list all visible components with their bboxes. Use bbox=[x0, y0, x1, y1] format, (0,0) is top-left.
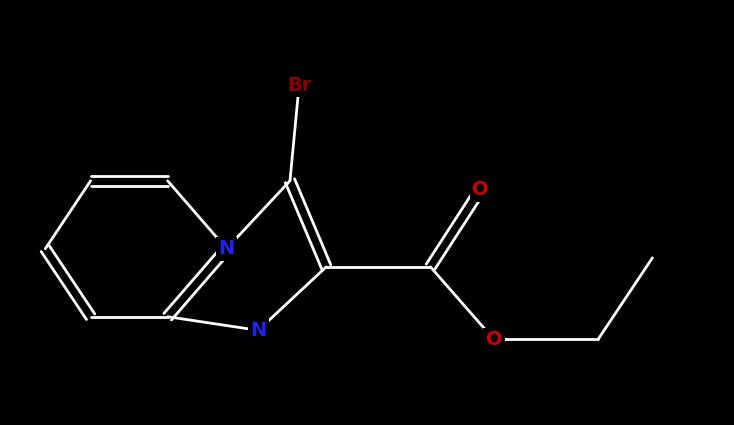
Text: O: O bbox=[486, 330, 502, 349]
Text: N: N bbox=[219, 239, 235, 258]
Text: Br: Br bbox=[287, 76, 311, 95]
Text: O: O bbox=[472, 180, 489, 199]
Text: N: N bbox=[250, 321, 266, 340]
